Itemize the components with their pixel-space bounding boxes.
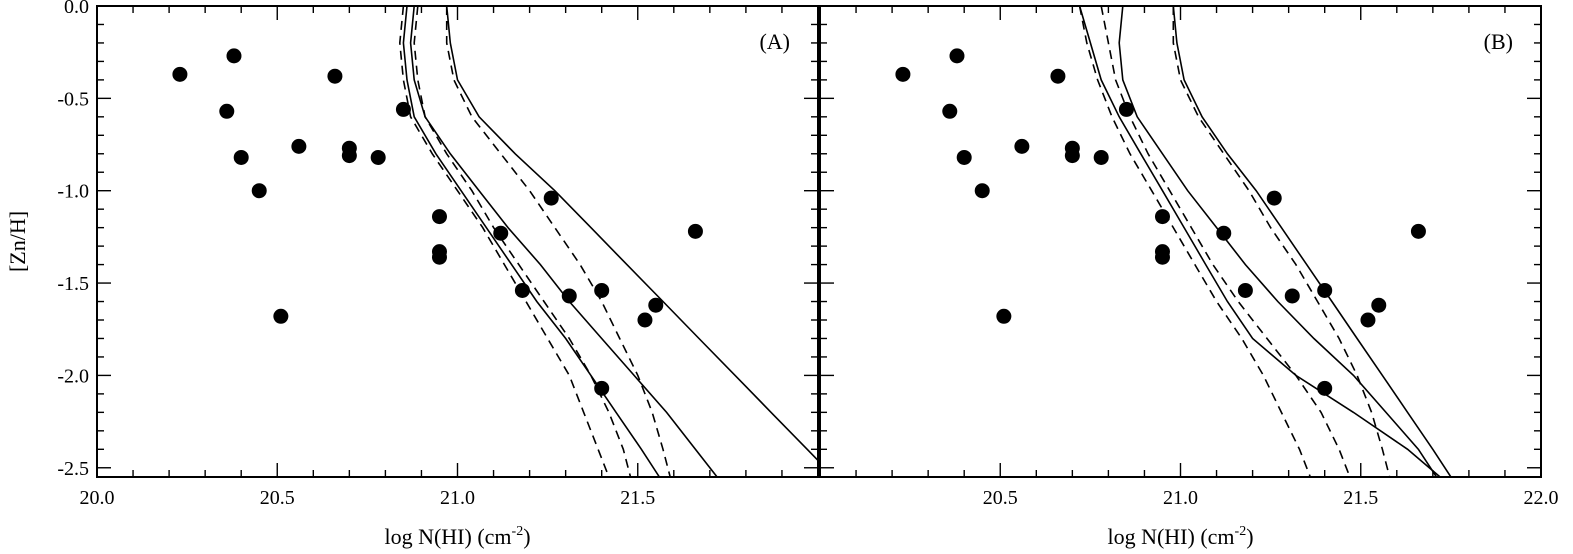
panel-b-curve-dashed (1078, 6, 1312, 477)
panel-a-data-point (431, 209, 447, 225)
panel-a-ticks (96, 5, 819, 477)
panel-b-curve-solid (1078, 6, 1441, 477)
panel-a-points (172, 48, 703, 396)
panel-a-data-point (395, 101, 411, 117)
panel-a-data-point (172, 66, 188, 82)
panel-b-x-tick-label: 22.0 (1524, 487, 1559, 509)
panel-b-data-point (1118, 101, 1134, 117)
panel-b-data-point (1410, 223, 1426, 239)
panel-a-data-point (687, 223, 703, 239)
panel-a-curve-solid (445, 6, 818, 461)
panel-a-curve-solid (409, 6, 718, 477)
panel-a-x-axis-title: log N(HI) (cm-2) (384, 524, 530, 549)
panel-b-data-point (895, 66, 911, 82)
panel-a-data-point (219, 103, 235, 119)
panel-b-points (895, 48, 1426, 396)
panel-a-curve-dashed (445, 6, 671, 477)
panel-a-x-tick-label: 20.5 (260, 487, 295, 509)
panel-b-data-point (1216, 225, 1232, 241)
panel-b-data-point (942, 103, 958, 119)
panel-b: 20.5 21.0 21.5 22.0 (B) log N(HI) (cm-2) (819, 5, 1559, 549)
panel-a-data-point (341, 148, 357, 164)
panel-a-x-tick-label: 21.5 (620, 487, 655, 509)
panel-a-data-point (226, 48, 242, 64)
y-axis-title: [Zn/H] (5, 211, 30, 272)
panel-b-data-point (1014, 138, 1030, 154)
panel-b-data-point (1266, 190, 1282, 206)
panel-a-data-point (291, 138, 307, 154)
panel-a-curves (398, 6, 818, 477)
panel-a-data-point (431, 249, 447, 265)
panel-a-data-point (594, 380, 610, 396)
panel-a-label: (A) (759, 29, 790, 54)
panel-b-x-tick-label: 21.5 (1343, 487, 1378, 509)
panel-a-data-point (233, 149, 249, 165)
panel-a-data-point (648, 297, 664, 313)
panel-a-x-tick-label: 20.0 (80, 487, 115, 509)
panel-a-curve-solid (402, 6, 661, 477)
panel-b-curve-solid (1172, 6, 1452, 477)
panel-a-y-tick-label: -0.5 (57, 88, 89, 110)
panel-a-y-tick-label: -1.5 (57, 273, 89, 295)
panel-a-y-tick-label: 0.0 (64, 0, 89, 18)
panel-b-curves (1078, 6, 1452, 477)
panel-a-y-tick-label: -1.0 (57, 181, 89, 203)
panel-a-curve-dashed (413, 6, 632, 477)
panel-b-x-axis-title: log N(HI) (cm-2) (1107, 524, 1253, 549)
panel-a-y-tick-label: -2.5 (57, 458, 89, 480)
panel-a-data-point (543, 190, 559, 206)
panel-a-data-point (327, 68, 343, 84)
panel-b-label: (B) (1484, 29, 1513, 54)
panel-b-curve-dashed (1172, 6, 1391, 477)
panel-a-y-tick-label: -2.0 (57, 365, 89, 387)
panel-b-data-point (1050, 68, 1066, 84)
panel-a-data-point (493, 225, 509, 241)
panel-a-x-tick-label: 21.0 (440, 487, 475, 509)
panel-b-ticks (819, 5, 1542, 477)
panel-a-data-point (514, 282, 530, 298)
panel-b-data-point (974, 183, 990, 199)
panel-b-data-point (1317, 282, 1333, 298)
panel-b-data-point (1154, 209, 1170, 225)
panel-b-data-point (1284, 288, 1300, 304)
panel-a-data-point (370, 149, 386, 165)
panel-b-curve-solid (1118, 6, 1438, 477)
panel-b-x-tick-label: 21.0 (1163, 487, 1198, 509)
panel-b-data-point (1371, 297, 1387, 313)
panel-b-data-point (1093, 149, 1109, 165)
panel-b-x-tick-labels: 20.5 21.0 21.5 22.0 (983, 487, 1559, 509)
panel-a-data-point (273, 308, 289, 324)
panel-a-data-point (251, 183, 267, 199)
panel-a: 0.0 -0.5 -1.0 -1.5 -2.0 -2.5 20.0 20.5 21.0 21.5… (5, 0, 819, 549)
panel-b-data-point (949, 48, 965, 64)
panel-b-data-point (1360, 312, 1376, 328)
panel-b-data-point (956, 149, 972, 165)
panel-b-data-point (996, 308, 1012, 324)
panel-a-x-tick-labels: 20.0 20.5 21.0 21.5 (80, 487, 656, 509)
panel-b-data-point (1317, 380, 1333, 396)
panel-a-data-point (594, 282, 610, 298)
panel-b-data-point (1237, 282, 1253, 298)
panel-b-x-tick-label: 20.5 (983, 487, 1018, 509)
panel-a-curve-dashed (398, 6, 610, 477)
panel-a-data-point (561, 288, 577, 304)
panel-a-y-tick-labels: 0.0 -0.5 -1.0 -1.5 -2.0 -2.5 (57, 0, 89, 480)
panel-b-data-point (1154, 249, 1170, 265)
panel-b-data-point (1064, 148, 1080, 164)
panel-b-curve-dashed (1100, 6, 1351, 477)
panel-a-data-point (637, 312, 653, 328)
